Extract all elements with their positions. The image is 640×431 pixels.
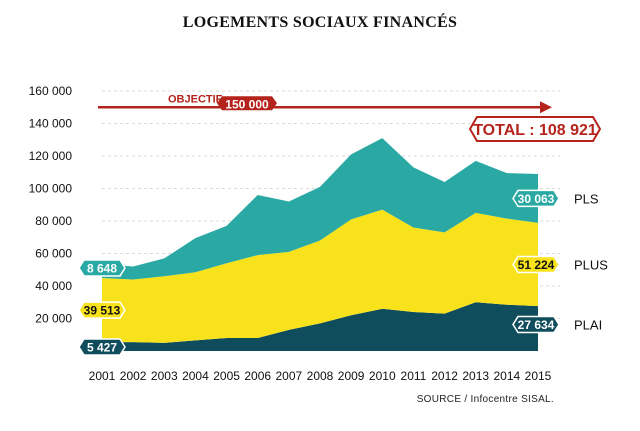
objectif-badge bbox=[217, 96, 277, 111]
y-axis-ticks: 160 000 140 000 120 000 100 000 80 000 60 000… bbox=[29, 84, 73, 326]
x-tick-label: 2015 bbox=[525, 369, 552, 383]
objectif-label: OBJECTIF bbox=[168, 93, 223, 105]
y-tick-label: 100 000 bbox=[29, 182, 73, 196]
label-end-plai-text: 27 634 bbox=[518, 318, 555, 332]
y-tick-label: 160 000 bbox=[29, 84, 73, 98]
label-end-plai-shape bbox=[512, 315, 560, 334]
x-tick-label: 2002 bbox=[120, 369, 147, 383]
label-end-plus: 51 224 bbox=[512, 255, 560, 274]
x-tick-label: 2011 bbox=[401, 369, 427, 383]
series-name-pls: PLS bbox=[574, 191, 599, 206]
area-pls bbox=[102, 138, 538, 280]
total-badge: TOTAL : 108 921 bbox=[468, 116, 602, 142]
series-name-plus: PLUS bbox=[574, 257, 608, 272]
x-tick-label: 2009 bbox=[338, 369, 365, 383]
label-start-pls-text: 8 648 bbox=[87, 261, 117, 275]
y-tick-label: 140 000 bbox=[29, 117, 73, 131]
total-badge-shape bbox=[468, 116, 602, 142]
x-tick-label: 2012 bbox=[431, 369, 458, 383]
y-tick-label: 60 000 bbox=[35, 247, 72, 261]
objectif-arrow: OBJECTIF 150 000 bbox=[98, 93, 552, 114]
x-tick-label: 2014 bbox=[494, 369, 521, 383]
area-plus bbox=[102, 209, 538, 343]
data-labels: TOTAL : 108 921 5 427 27 634 PLAI 39 513 51 2… bbox=[78, 116, 608, 356]
label-end-pls-text: 30 063 bbox=[518, 192, 555, 206]
objectif-value: 150 000 bbox=[225, 97, 269, 111]
x-tick-label: 2001 bbox=[89, 369, 116, 383]
label-start-plai-text: 5 427 bbox=[87, 341, 117, 355]
label-start-plus-text: 39 513 bbox=[84, 304, 121, 318]
y-tick-label: 120 000 bbox=[29, 149, 73, 163]
label-start-pls: 8 648 bbox=[78, 259, 126, 277]
x-tick-label: 2008 bbox=[307, 369, 334, 383]
label-start-plai-shape bbox=[78, 338, 126, 356]
label-start-plus: 39 513 bbox=[78, 301, 126, 319]
x-tick-label: 2013 bbox=[462, 369, 489, 383]
chart-title: LOGEMENTS SOCIAUX FINANCÉS bbox=[182, 14, 458, 31]
x-tick-label: 2003 bbox=[151, 369, 178, 383]
y-tick-label: 80 000 bbox=[35, 214, 72, 228]
y-tick-label: 20 000 bbox=[35, 312, 72, 326]
x-tick-label: 2007 bbox=[276, 369, 303, 383]
x-tick-label: 2006 bbox=[244, 369, 271, 383]
label-end-plus-text: 51 224 bbox=[518, 258, 555, 272]
label-end-pls-shape bbox=[512, 189, 560, 208]
series-areas bbox=[102, 138, 538, 351]
label-end-pls: 30 063 bbox=[512, 189, 560, 208]
x-axis-ticks: 2001 2002 2003 2004 2005 2006 2007 2008 2009 2010… bbox=[89, 369, 552, 383]
x-tick-label: 2005 bbox=[213, 369, 240, 383]
source-note: SOURCE / Infocentre SISAL. bbox=[416, 394, 554, 405]
x-tick-label: 2004 bbox=[182, 369, 209, 383]
series-name-plai: PLAI bbox=[574, 318, 602, 333]
label-start-pls-shape bbox=[78, 259, 126, 277]
x-tick-label: 2010 bbox=[369, 369, 396, 383]
total-label: TOTAL : 108 921 bbox=[473, 122, 597, 139]
label-start-plai: 5 427 bbox=[78, 338, 126, 356]
area-plai bbox=[102, 302, 538, 351]
label-end-plai: 27 634 bbox=[512, 315, 560, 334]
arrow-head-icon bbox=[540, 101, 552, 114]
y-tick-label: 40 000 bbox=[35, 279, 72, 293]
label-end-plus-shape bbox=[512, 255, 560, 274]
label-start-plus-shape bbox=[78, 301, 126, 319]
